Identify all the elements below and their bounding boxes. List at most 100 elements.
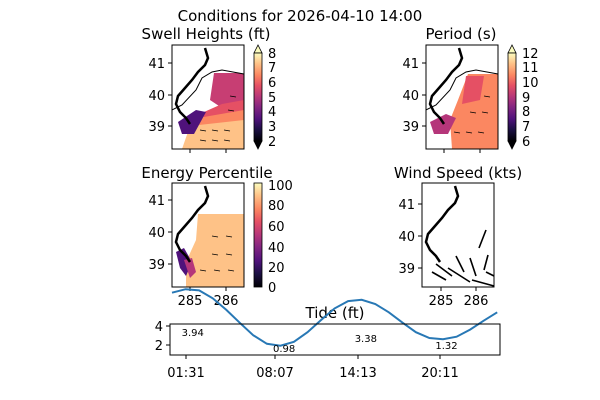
energy-cbar-tick: 20 (268, 261, 285, 276)
wind-barb (435, 263, 453, 277)
wind-tick-marks (418, 203, 477, 291)
tide-extremum-label: 0.98 (273, 344, 295, 355)
tide-plot: 3.94 0.98 3.38 1.32 (171, 288, 498, 355)
swell-colorbar-extend-top (253, 44, 263, 54)
period-cbar-tick: 7 (522, 120, 530, 135)
energy-cbar-tick: 100 (268, 179, 293, 194)
period-cbar-tick: 10 (522, 76, 539, 91)
tide-panel: Tide (ft) 3.94 0.98 3.38 1.32 4 2 01:31 08:… (155, 288, 501, 381)
energy-xtick-label: 285 (178, 294, 203, 309)
period-tick-marks (422, 62, 481, 153)
period-cbar-tick: 6 (522, 135, 530, 150)
period-colorbar-body (507, 52, 517, 142)
wind-ytick-label: 40 (398, 230, 415, 245)
wind-barb (478, 229, 487, 249)
energy-ytick-label: 40 (148, 226, 165, 241)
energy-arrow (211, 235, 219, 238)
tide-ytick-label: 4 (155, 320, 163, 335)
period-arrow (481, 111, 489, 114)
energy-arrow (199, 269, 207, 272)
energy-ytick-label: 41 (148, 194, 165, 209)
period-cbar-tick: 9 (522, 91, 530, 106)
period-colorbar: 12 11 10 9 8 7 6 (507, 44, 539, 150)
energy-arrow (225, 235, 233, 238)
swell-ytick-label: 39 (148, 120, 165, 135)
swell-arrow (211, 129, 219, 132)
swell-cbar-tick: 3 (268, 120, 276, 135)
wind-ytick-label: 39 (398, 262, 415, 277)
swell-cell-coast (178, 110, 206, 134)
swell-arrow (223, 139, 231, 142)
energy-arrow (211, 253, 219, 256)
swell-arrow (211, 139, 219, 142)
period-cbar-tick: 12 (522, 47, 539, 62)
energy-title: Energy Percentile (141, 164, 272, 182)
period-cbar-tick: 11 (522, 61, 539, 76)
swell-cbar-tick: 8 (268, 47, 276, 62)
period-cell-east (450, 74, 498, 149)
swell-panel: Swell Heights (ft) (142, 25, 276, 153)
swell-colorbar: 8 7 6 5 4 3 2 (253, 44, 276, 150)
period-arrow (465, 131, 473, 134)
energy-land (172, 183, 244, 244)
energy-heatmap (172, 183, 244, 287)
energy-cbar-tick: 0 (268, 281, 276, 296)
period-arrow (477, 131, 485, 134)
period-colorbar-extend-top (507, 44, 517, 54)
period-arrow (453, 131, 461, 134)
energy-arrows (199, 235, 235, 272)
energy-cbar-tick: 40 (268, 241, 285, 256)
period-cell-northeast (462, 76, 484, 104)
swell-arrows (199, 95, 237, 142)
swell-ytick-marks (168, 62, 227, 153)
swell-arrow (229, 95, 237, 98)
swell-cbar-tick: 5 (268, 91, 276, 106)
wind-barbs (431, 229, 495, 287)
energy-cell-coast-b (184, 258, 196, 278)
energy-colorbar-body (253, 182, 263, 288)
energy-coastline (174, 185, 210, 263)
energy-axes-frame (171, 182, 245, 288)
swell-cell-east-north (210, 73, 244, 108)
wind-ytick-label: 41 (398, 198, 415, 213)
period-title: Period (s) (425, 25, 496, 43)
wind-xtick-label: 285 (429, 294, 454, 309)
tide-xtick-label: 01:31 (167, 366, 204, 381)
swell-cbar-tick: 7 (268, 61, 276, 76)
period-arrow (469, 111, 477, 114)
period-heatmap (425, 44, 499, 149)
energy-cell-ocean (186, 214, 244, 287)
tide-axes-frame (169, 323, 501, 356)
swell-arrow (227, 109, 235, 112)
period-arrow (483, 95, 491, 98)
energy-arrow (227, 269, 235, 272)
swell-heatmap (171, 44, 245, 149)
period-coastline (428, 47, 464, 125)
period-axes-frame (425, 44, 499, 150)
energy-panel: Energy Percentile (141, 164, 292, 309)
swell-ytick-label: 40 (148, 89, 165, 104)
period-ytick-label: 39 (402, 120, 419, 135)
wind-coastline (424, 185, 460, 263)
period-arrows (453, 95, 491, 134)
wind-barb (483, 254, 489, 271)
period-colorbar-extend-bottom (507, 140, 517, 150)
tide-xtick-label: 14:13 (339, 366, 376, 381)
swell-title: Swell Heights (ft) (142, 25, 271, 43)
swell-arrow (199, 129, 207, 132)
period-ytick-label: 41 (402, 57, 419, 72)
tide-tick-marks (166, 325, 441, 359)
energy-ytick-label: 39 (148, 258, 165, 273)
tide-extremum-label: 3.94 (182, 328, 204, 339)
swell-cbar-tick: 2 (268, 135, 276, 150)
swell-axes-frame (171, 44, 245, 150)
wind-barb (455, 255, 465, 273)
swell-colorbar-body (253, 52, 263, 142)
wind-barb (469, 257, 477, 277)
wind-title: Wind Speed (kts) (394, 164, 522, 182)
wind-barb (485, 271, 495, 277)
wind-bg (422, 183, 494, 287)
figure-title: Conditions for 2026-04-10 14:00 (178, 7, 423, 25)
energy-colorbar: 100 80 60 40 20 0 (253, 179, 293, 296)
